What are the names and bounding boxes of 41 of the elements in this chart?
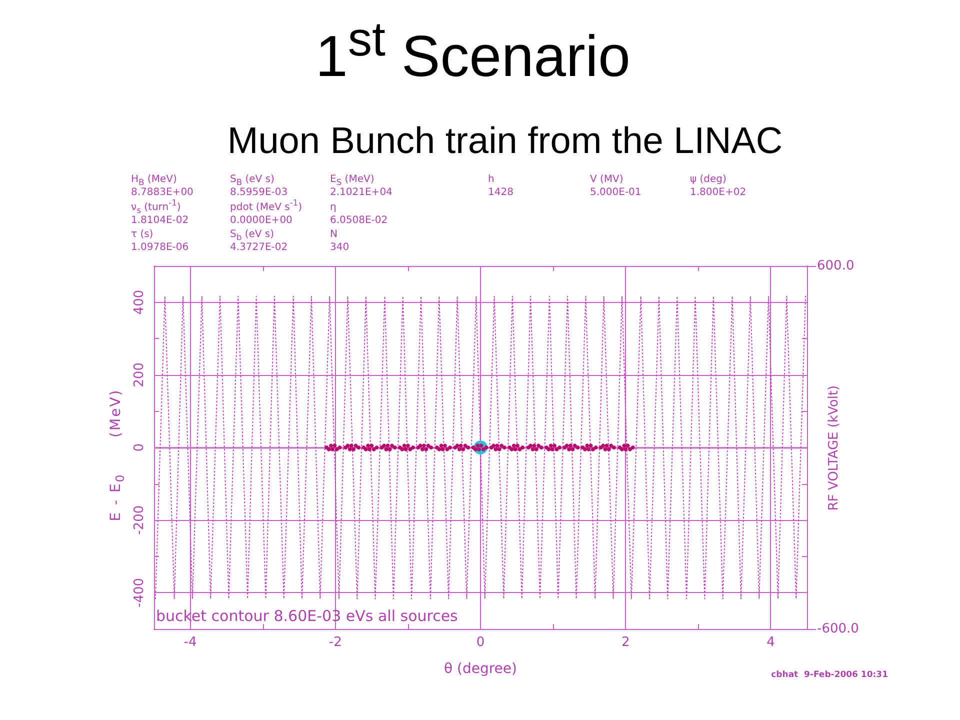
text: E$_{S}$ (MeV) [330, 174, 374, 187]
y2-tick-label: -600.0 [817, 622, 859, 636]
text: η [330, 202, 336, 213]
y2-tick-label: 600.0 [817, 258, 854, 274]
y-tick-label: 400 [132, 290, 147, 315]
chart-subtitle: Muon Bunch train from the LINAC [227, 120, 783, 163]
x-tick-label: 2 [621, 635, 630, 650]
chart-title: 1$^{st}$ Scenario [316, 12, 630, 91]
text: 1428 [488, 187, 514, 198]
text: 1.0978E-06 [131, 242, 189, 254]
text: pdot (MeV s$^{-1}$) [230, 197, 302, 213]
text: 1.800E+02 [690, 187, 746, 198]
text: 340 [330, 242, 350, 254]
text: N [330, 229, 338, 240]
x-tick-label: -4 [184, 635, 197, 650]
text: 0.0000E+00 [230, 214, 292, 226]
text: S$_{B}$ (eV s) [230, 174, 274, 187]
y-tick-label: -400 [132, 578, 147, 608]
text: V (MV) [590, 174, 624, 186]
x-tick-label: 0 [476, 635, 485, 650]
x-tick-label: 4 [766, 635, 775, 650]
text: h [488, 174, 494, 186]
text: 2.1021E+04 [330, 187, 392, 198]
y-tick-label: 200 [132, 362, 147, 388]
text: H$_{B}$ (MeV) [131, 174, 177, 187]
text: ν$_{s}$ (turn$^{-1}$) [131, 197, 181, 214]
y2-axis-title: RF VOLTAGE (kVolt) [826, 385, 842, 511]
text: 5.000E-01 [590, 187, 642, 198]
text: τ (s) [131, 229, 154, 240]
text: 8.7883E+00 [131, 187, 194, 198]
text: ψ (deg) [690, 174, 726, 186]
text: cbhat 9-Feb-2006 10:31 [771, 670, 888, 681]
text: 4.3727E-02 [230, 242, 288, 254]
x-axis-title: θ (degree) [444, 661, 518, 678]
text: 1.8104E-02 [131, 214, 189, 226]
text: S$_{b}$ (eV s) [230, 229, 274, 242]
x-tick-label: -2 [328, 635, 342, 650]
text: 6.0508E-02 [330, 214, 388, 226]
y-tick-label: 0 [132, 443, 147, 452]
text: 8.5959E-03 [230, 187, 288, 198]
y-tick-label: -200 [132, 505, 147, 535]
